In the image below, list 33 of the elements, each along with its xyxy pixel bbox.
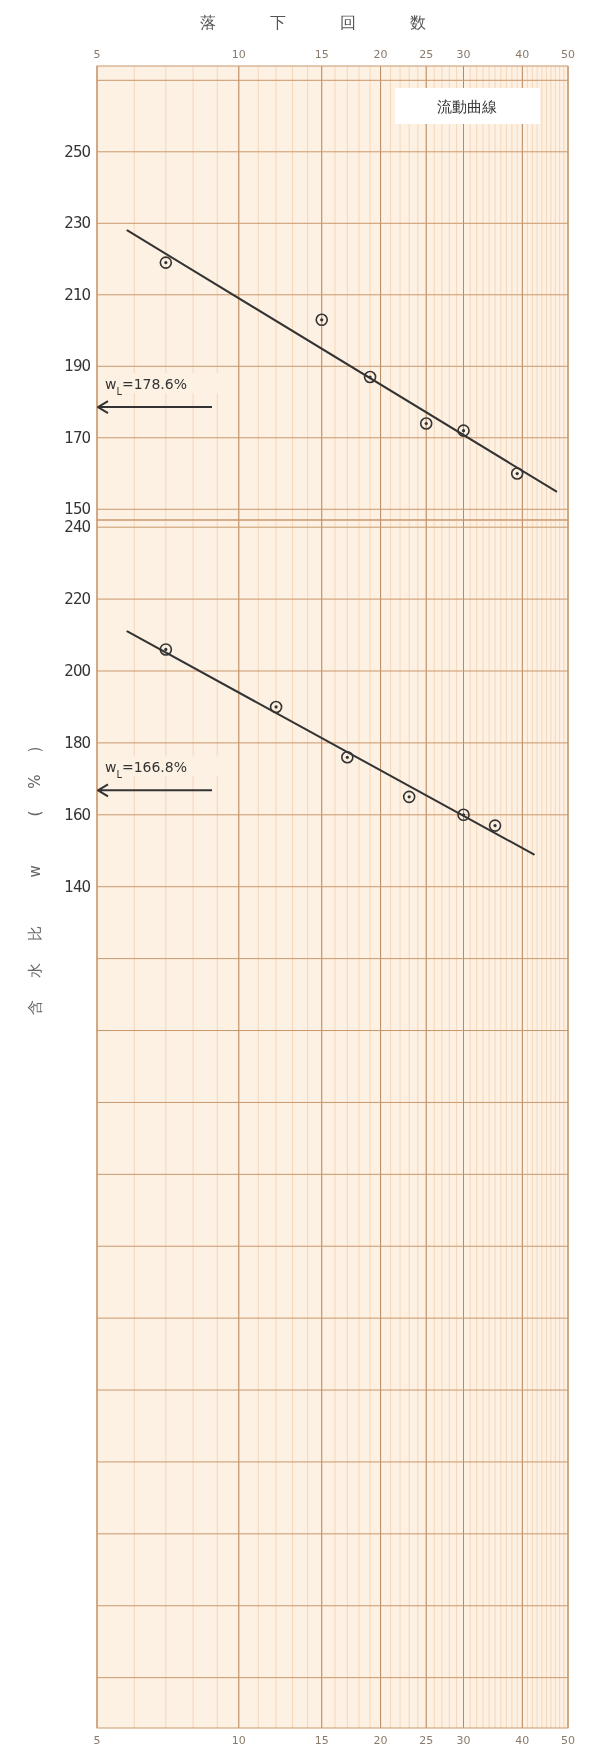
y-tick-label: 150 [64,500,91,519]
x-tick-label: 40 [515,1734,530,1747]
y-tick-label: 220 [64,590,91,609]
x-tick-label: 5 [93,48,101,61]
x-tick-label: 10 [231,1734,246,1747]
x-tick-label: 20 [373,48,388,61]
x-tick-label: 30 [456,1734,471,1747]
x-tick-label: 15 [314,1734,329,1747]
y-tick-label: 250 [64,142,91,161]
x-tick-label: 25 [419,48,434,61]
ref-line-label: w$_{L}$=166.8% [105,759,188,780]
x-axis-title: 落下回数 [200,13,480,32]
x-tick-label: 50 [561,48,575,61]
x-tick-label: 50 [561,1734,575,1747]
y-tick-label: 170 [64,428,91,447]
y-tick-label: 190 [64,357,91,376]
x-tick-label: 20 [373,1734,388,1747]
x-tick-label: 40 [515,48,530,61]
y-tick-label: 180 [64,733,91,752]
y-tick-label: 200 [64,662,91,680]
x-tick-label: 5 [93,1734,101,1747]
annotation: 流動曲線 [437,98,497,116]
x-tick-label: 30 [456,48,471,61]
y-axis-title: 含水比 w (%) [26,724,44,1016]
x-tick-label: 15 [314,48,329,61]
x-tick-label: 10 [231,48,246,61]
y-tick-label: 210 [64,285,91,304]
x-tick-label: 25 [419,1734,434,1747]
ref-line-label: w$_{L}$=178.6% [105,376,188,397]
y-tick-label: 230 [64,214,91,233]
y-tick-label: 160 [64,805,91,824]
y-tick-label: 140 [64,877,91,896]
y-tick-label: 240 [64,518,91,537]
